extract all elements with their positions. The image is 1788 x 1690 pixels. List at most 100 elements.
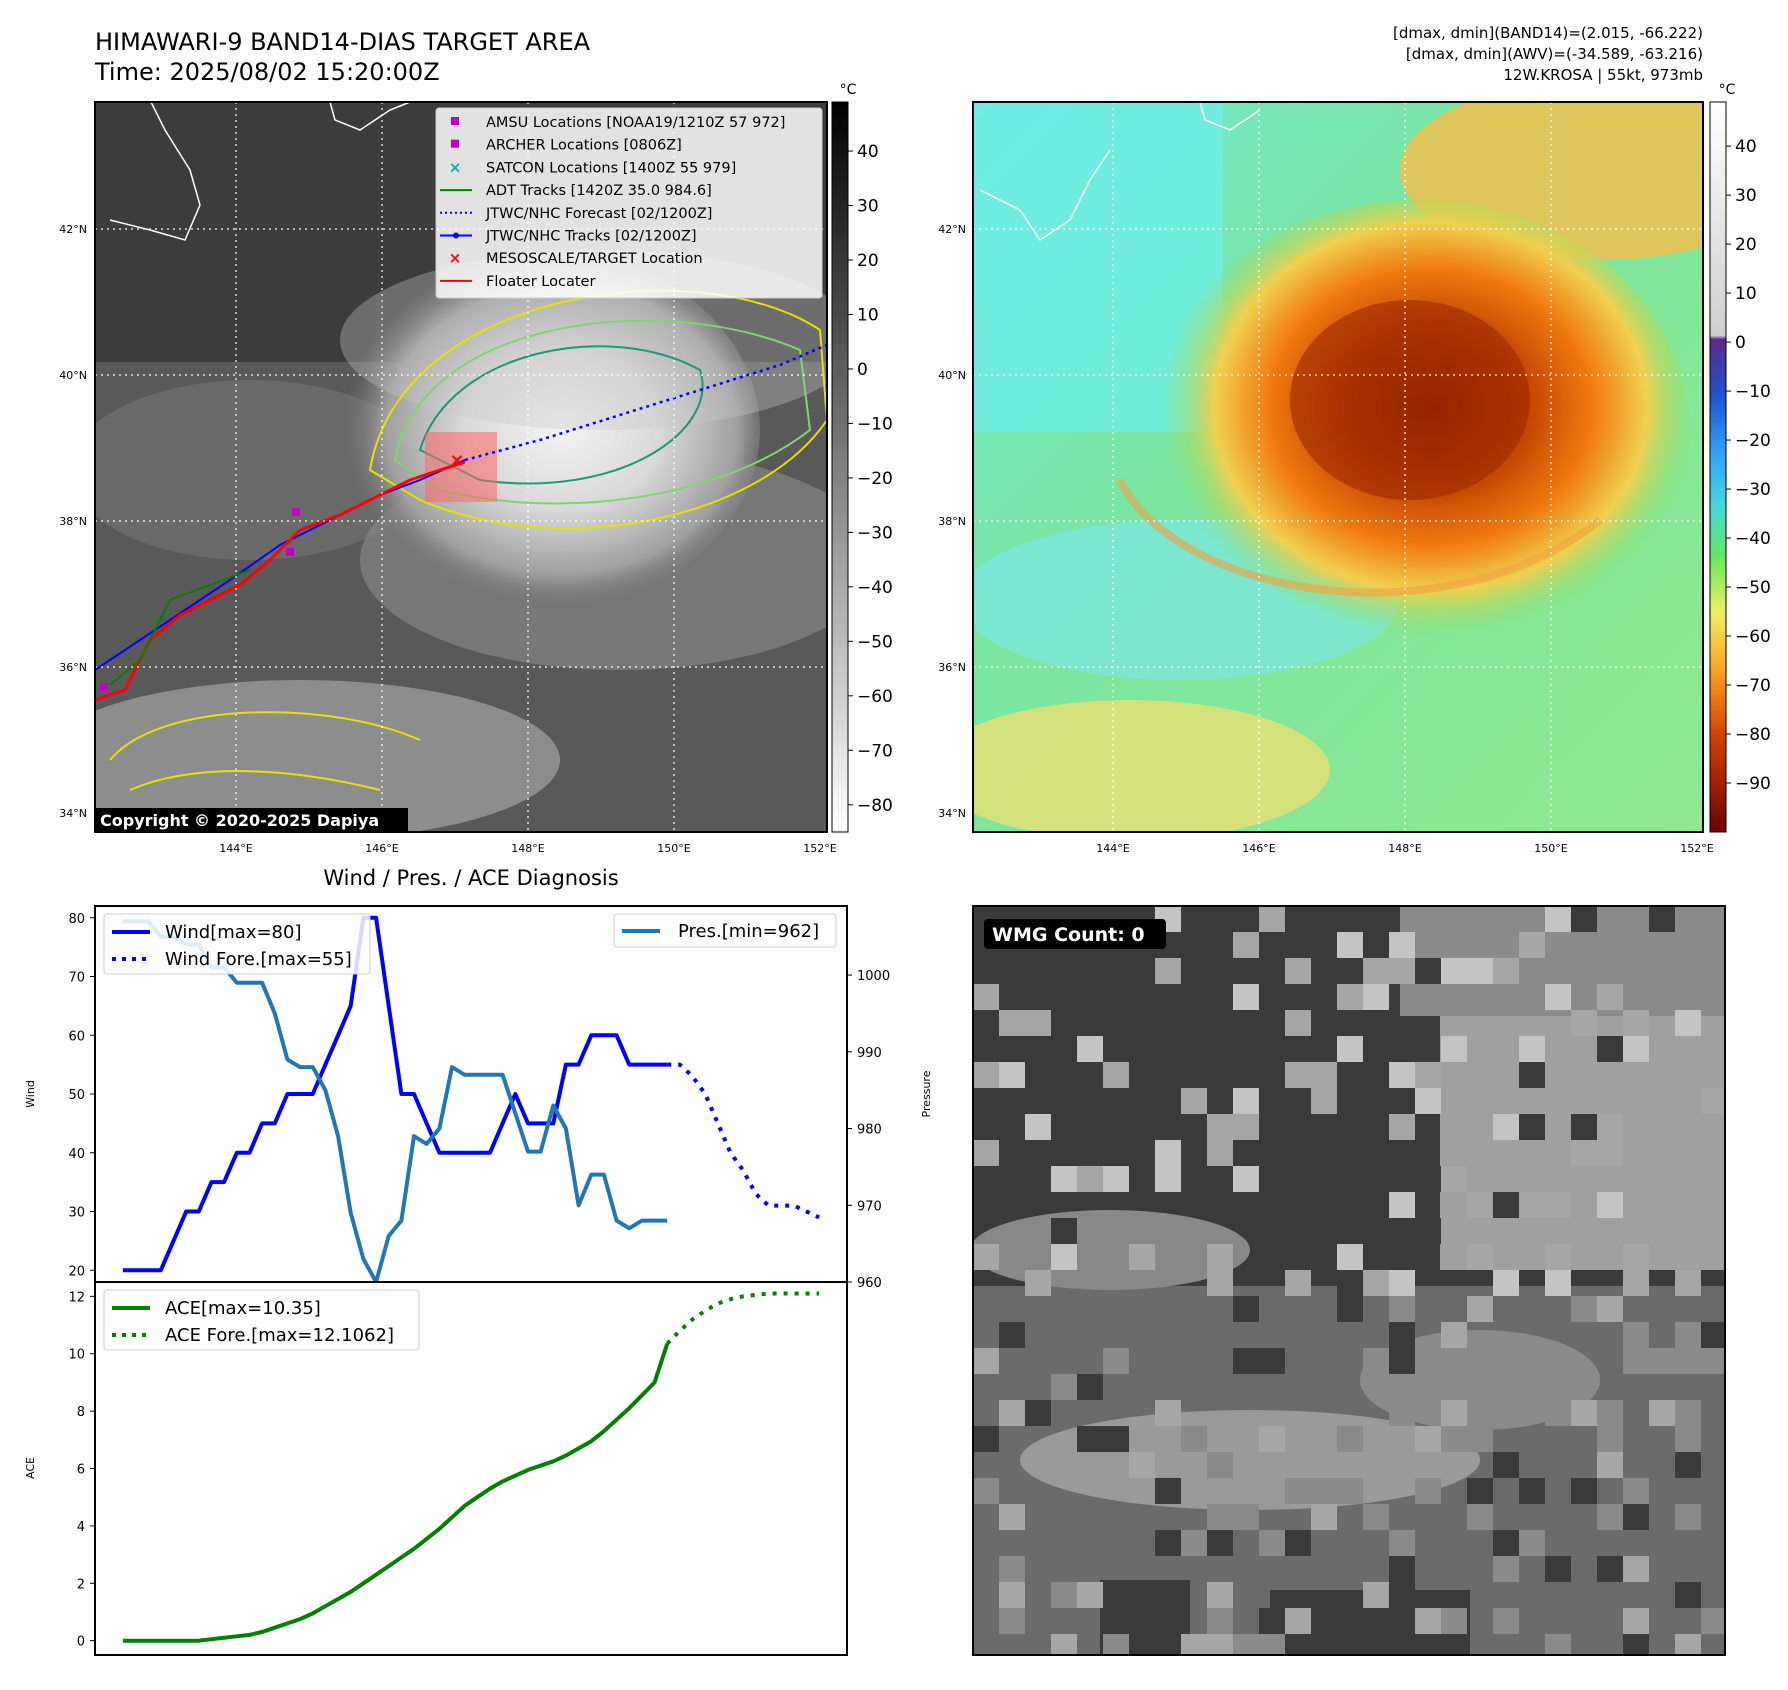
ir-map-panel: × 42°N 40°N 38°N 36°N 34°N 144°E 146°E 1…: [59, 82, 893, 855]
ace-legend: ACE[max=10.35] ACE Fore.[max=12.1062]: [103, 1289, 420, 1351]
colorbar-tick-label: 30: [1735, 186, 1757, 206]
diag-title: Wind / Pres. / ACE Diagnosis: [323, 866, 618, 890]
wmg-imagery: [973, 906, 1725, 1655]
wind-ylabel: Wind: [24, 1080, 37, 1108]
ir-lat-label: 36°N: [59, 661, 87, 674]
colorbar-tick-label: −60: [1735, 627, 1771, 647]
colorbar-tick-label: −80: [857, 796, 893, 816]
color-map-panel: 42°N 40°N 38°N 36°N 34°N 144°E 146°E 148…: [938, 82, 1771, 855]
wind-tick-label: 60: [68, 1029, 85, 1044]
legend-entry: ARCHER Locations [0806Z]: [451, 138, 682, 154]
colorbar-tick-label: 0: [857, 360, 868, 380]
colorbar-tick-label: 0: [1735, 333, 1746, 353]
legend-entry: ADT Tracks [1420Z 35.0 984.6]: [440, 183, 712, 199]
legend-label: JTWC/NHC Tracks [02/1200Z]: [485, 229, 697, 245]
legend-marker: [451, 139, 459, 148]
color-lat-label: 38°N: [938, 515, 966, 528]
pressure-tick-label: 1000: [857, 969, 890, 984]
wind-series-line: [122, 915, 668, 1273]
colorbar-tick-label: −60: [857, 687, 893, 707]
wind-tick-label: 30: [68, 1206, 85, 1221]
colorbar-tick-label: 10: [1735, 284, 1757, 304]
ir-colorbar-ticks: 40 30 20 10 0 −10 −20 −30 −40 −50 −60 −70 −80: [848, 142, 893, 816]
legend-label: AMSU Locations [NOAA19/1210Z 57 972]: [486, 115, 785, 131]
color-lat-label: 34°N: [938, 807, 966, 820]
legend-marker: [451, 117, 459, 125]
colorbar-tick-label: −40: [857, 578, 893, 598]
wind-tick-label: 70: [68, 971, 85, 986]
wind-tick-label: 50: [68, 1088, 85, 1103]
colorbar-tick-label: −80: [1735, 725, 1771, 745]
figure-title: HIMAWARI-9 BAND14-DIAS TARGET AREA: [95, 28, 591, 56]
color-colorbar: [1709, 101, 1727, 833]
legend-entry: × MESOSCALE/TARGET Location: [449, 249, 703, 267]
color-colorbar-unit: °C: [1719, 82, 1736, 98]
ace-tick-label: 0: [77, 1635, 85, 1650]
ir-lat-label: 38°N: [59, 515, 87, 528]
ir-colorbar-unit: °C: [840, 82, 857, 98]
wind-legend: Wind[max=80] Wind Fore.[max=55]: [103, 913, 371, 975]
ace-chart: ACE 0 2 4 6 8 10 12 ACE[max=10.35] ACE Fore.[ma…: [24, 1281, 848, 1656]
pressure-tick-label: 970: [857, 1199, 882, 1214]
pressure-ylabel: Pressure: [920, 1070, 933, 1117]
colorbar-tick-label: −20: [857, 469, 893, 489]
legend-entry: JTWC/NHC Tracks [02/1200Z]: [440, 229, 697, 245]
ace-tick-label: 10: [68, 1348, 85, 1363]
info-awv: [dmax, dmin](AWV)=(-34.589, -63.216): [1406, 45, 1703, 63]
color-lon-label: 152°E: [1680, 842, 1713, 855]
ir-lat-label: 34°N: [59, 807, 87, 820]
wmg-count-label: WMG Count: 0: [992, 924, 1145, 946]
legend-marker: ×: [449, 158, 462, 176]
colorbar-tick-label: −90: [1735, 774, 1771, 794]
legend-entry: AMSU Locations [NOAA19/1210Z 57 972]: [451, 115, 785, 131]
wind-tick-label: 20: [68, 1264, 85, 1279]
colorbar-tick-label: −70: [857, 741, 893, 761]
ace-tick-label: 6: [77, 1463, 85, 1478]
legend-label: ARCHER Locations [0806Z]: [486, 138, 682, 154]
colorbar-tick-label: 20: [857, 251, 879, 271]
ace-forecast-line: [665, 1291, 820, 1346]
color-gridlines: [973, 102, 1703, 832]
color-colorbar-ticks: 40 30 20 10 0 −10 −20 −30 −40 −50 −60 −70 −80 −90: [1726, 137, 1771, 794]
wmg-panel: WMG Count: 0: [972, 905, 1726, 1656]
info-storm: 12W.KROSA | 55kt, 973mb: [1503, 66, 1703, 84]
legend-label: ADT Tracks [1420Z 35.0 984.6]: [486, 183, 712, 199]
color-imagery: [973, 102, 1703, 832]
color-lat-label: 42°N: [938, 223, 966, 236]
legend-label: SATCON Locations [1400Z 55 979]: [486, 160, 736, 176]
ir-lon-label: 150°E: [657, 842, 690, 855]
colorbar-tick-label: −50: [857, 632, 893, 652]
wmg-count-box: [984, 919, 1166, 949]
legend-entry: Floater Locater: [440, 274, 595, 290]
ace-ylabel: ACE: [24, 1457, 37, 1479]
ir-lon-label: 146°E: [365, 842, 398, 855]
legend-label: Floater Locater: [486, 274, 595, 290]
colorbar-tick-label: −20: [1735, 431, 1771, 451]
ace-tick-label: 4: [77, 1520, 85, 1535]
color-lat-label: 40°N: [938, 369, 966, 382]
color-lon-label: 148°E: [1388, 842, 1421, 855]
wind-tick-label: 40: [68, 1147, 85, 1162]
pressure-tick-label: 990: [857, 1046, 882, 1061]
color-lon-label: 146°E: [1242, 842, 1275, 855]
legend-label: Wind[max=80]: [165, 922, 302, 943]
ir-lon-label: 152°E: [803, 842, 836, 855]
ir-lon-label: 144°E: [219, 842, 252, 855]
color-lon-label: 150°E: [1534, 842, 1567, 855]
pressure-tick-label: 980: [857, 1123, 882, 1138]
ir-lat-label: 40°N: [59, 369, 87, 382]
colorbar-tick-label: −30: [857, 523, 893, 543]
legend-label: JTWC/NHC Forecast [02/1200Z]: [485, 206, 712, 222]
colorbar-tick-label: 40: [857, 142, 879, 162]
figure-time: Time: 2025/08/02 15:20:00Z: [94, 58, 440, 86]
copyright-text: Copyright © 2020-2025 Dapiya: [100, 811, 379, 830]
colorbar-tick-label: 20: [1735, 235, 1757, 255]
legend-label: Pres.[min=962]: [678, 921, 819, 942]
colorbar-tick-label: 30: [857, 197, 879, 217]
colorbar-tick-label: −50: [1735, 578, 1771, 598]
ace-series-line: [122, 1343, 670, 1643]
legend-entry: × SATCON Locations [1400Z 55 979]: [449, 158, 737, 176]
legend-entry: JTWC/NHC Forecast [02/1200Z]: [440, 206, 712, 222]
ace-tick-label: 8: [77, 1405, 85, 1420]
